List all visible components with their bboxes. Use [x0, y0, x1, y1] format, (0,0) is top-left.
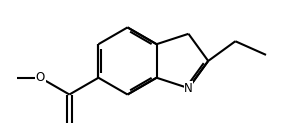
Text: N: N: [184, 82, 193, 95]
Text: O: O: [36, 71, 45, 84]
